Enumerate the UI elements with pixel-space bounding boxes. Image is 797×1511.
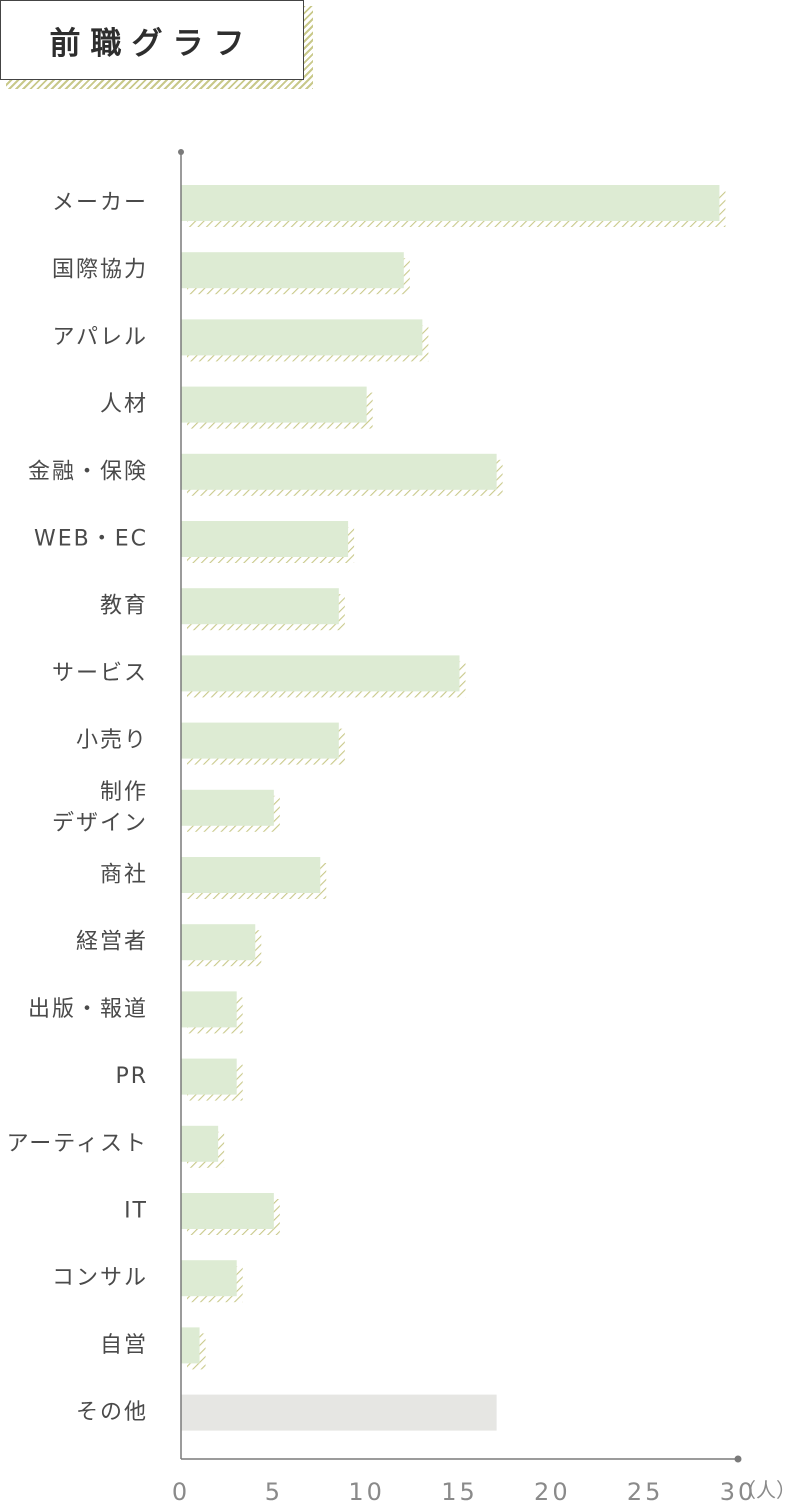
bar: [181, 588, 339, 625]
x-tick-label: 25: [627, 1478, 664, 1506]
category-label: 商社: [100, 863, 148, 888]
bar: [181, 1058, 237, 1095]
category-label: その他: [76, 1400, 148, 1425]
bar: [181, 521, 349, 557]
bar: [181, 857, 321, 893]
category-label: 教育: [100, 594, 148, 619]
bar: [181, 1260, 237, 1297]
category-label: 自営: [100, 1333, 148, 1358]
bar: [181, 1125, 219, 1162]
x-tick-label: 20: [534, 1478, 571, 1506]
category-label: PR: [115, 1064, 148, 1089]
bar: [181, 789, 274, 826]
bar: [181, 722, 339, 759]
category-label: WEB・EC: [34, 527, 148, 552]
category-label: 金融・保険: [28, 459, 148, 484]
bar: [181, 991, 237, 1028]
x-tick-label: 30: [720, 1478, 757, 1506]
x-tick-label: 15: [441, 1478, 478, 1506]
bar: [181, 655, 460, 692]
bar: [181, 386, 367, 423]
bar: [181, 1193, 274, 1229]
bar: [181, 252, 404, 289]
x-tick-label: 0: [172, 1478, 190, 1506]
category-label: 経営者: [76, 930, 148, 955]
category-label: 人材: [100, 392, 148, 417]
bar: [181, 1327, 200, 1364]
bar: [181, 185, 720, 221]
bar: [181, 319, 423, 356]
x-axis-end-dot: [734, 1455, 742, 1463]
title-block: 前職グラフ: [0, 0, 320, 95]
bar: [181, 453, 497, 490]
y-axis-end-dot: [178, 149, 184, 155]
x-unit-label: （人）: [736, 1478, 796, 1502]
category-label: 小売り: [76, 728, 148, 753]
x-tick-label: 5: [265, 1478, 283, 1506]
category-label: 制作: [100, 780, 148, 805]
chart-title: 前職グラフ: [0, 0, 304, 80]
category-label: 出版・報道: [28, 997, 148, 1022]
bar: [181, 924, 256, 961]
category-label: デザイン: [52, 811, 148, 836]
category-label: コンサル: [52, 1266, 148, 1291]
category-label: メーカー: [52, 191, 148, 216]
x-tick-label: 10: [348, 1478, 385, 1506]
category-label: サービス: [52, 661, 148, 686]
category-label: IT: [124, 1199, 148, 1224]
bar: [181, 1394, 497, 1431]
category-label: アーティスト: [7, 1131, 148, 1156]
category-label: アパレル: [52, 325, 148, 350]
category-label: 国際協力: [52, 258, 148, 283]
